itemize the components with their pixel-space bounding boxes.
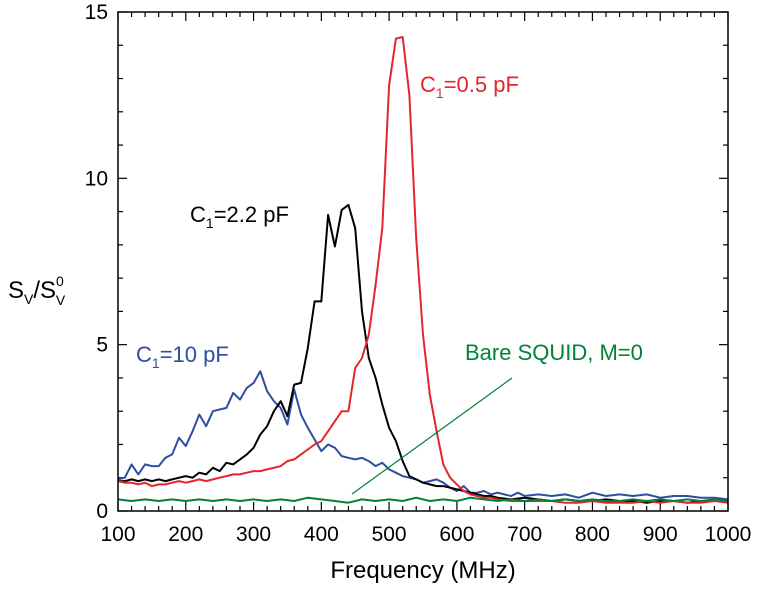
y-tick-labels: 0 5 10 15 <box>85 1 108 523</box>
y-axis-title-slash: /S <box>33 277 56 304</box>
x-axis-title: Frequency (MHz) <box>330 557 515 584</box>
series-line-c10 <box>117 370 729 501</box>
label-c1-10pf-main: C <box>136 342 152 367</box>
x-tick-label: 900 <box>643 523 678 546</box>
y-axis-title-sup: 0 <box>56 273 64 289</box>
x-tick-label: 800 <box>575 523 610 546</box>
x-tick-label: 500 <box>372 523 407 546</box>
series-line-c05 <box>117 36 729 504</box>
label-bare-squid: Bare SQUID, M=0 <box>465 340 643 365</box>
y-tick-label: 5 <box>96 334 108 357</box>
x-tick-label: 300 <box>236 523 271 546</box>
x-tick-label: 600 <box>439 523 474 546</box>
x-tick-label: 200 <box>168 523 203 546</box>
label-c1-2-2pf-main: C <box>190 202 206 227</box>
y-tick-label: 0 <box>96 500 108 523</box>
label-c1-10pf-sub: 1 <box>152 355 160 371</box>
label-c1-0-5pf-rest: =0.5 pF <box>444 72 519 97</box>
x-tick-label: 400 <box>304 523 339 546</box>
label-c1-2-2pf-sub: 1 <box>206 215 214 231</box>
y-axis-title-base: S <box>8 277 24 304</box>
y-tick-label: 10 <box>85 167 108 190</box>
label-c1-0-5pf-sub: 1 <box>436 85 444 101</box>
y-axis-title-sub2: V <box>56 292 66 308</box>
x-tick-label: 1000 <box>705 523 752 546</box>
label-c1-0-5pf-main: C <box>420 72 436 97</box>
series-line-bare <box>117 496 729 504</box>
bare-squid-pointer-line <box>351 377 513 495</box>
label-c1-2-2pf-rest: =2.2 pF <box>214 202 289 227</box>
y-axis-title-sub1: V <box>24 291 34 307</box>
plot-area-frame <box>117 11 729 512</box>
label-c1-2-2pf: C1=2.2 pF <box>190 202 289 231</box>
x-tick-label: 700 <box>507 523 542 546</box>
label-c1-10pf-rest: =10 pF <box>160 342 229 367</box>
x-tick-label: 100 <box>100 523 135 546</box>
label-c1-10pf: C1=10 pF <box>136 342 229 371</box>
series-layer <box>117 36 729 504</box>
y-axis-title: SV/S0 V <box>8 273 66 308</box>
label-c1-0-5pf: C1=0.5 pF <box>420 72 519 101</box>
y-tick-label: 15 <box>85 1 108 24</box>
x-tick-labels: 100 200 300 400 500 600 700 800 900 1000 <box>100 523 751 546</box>
